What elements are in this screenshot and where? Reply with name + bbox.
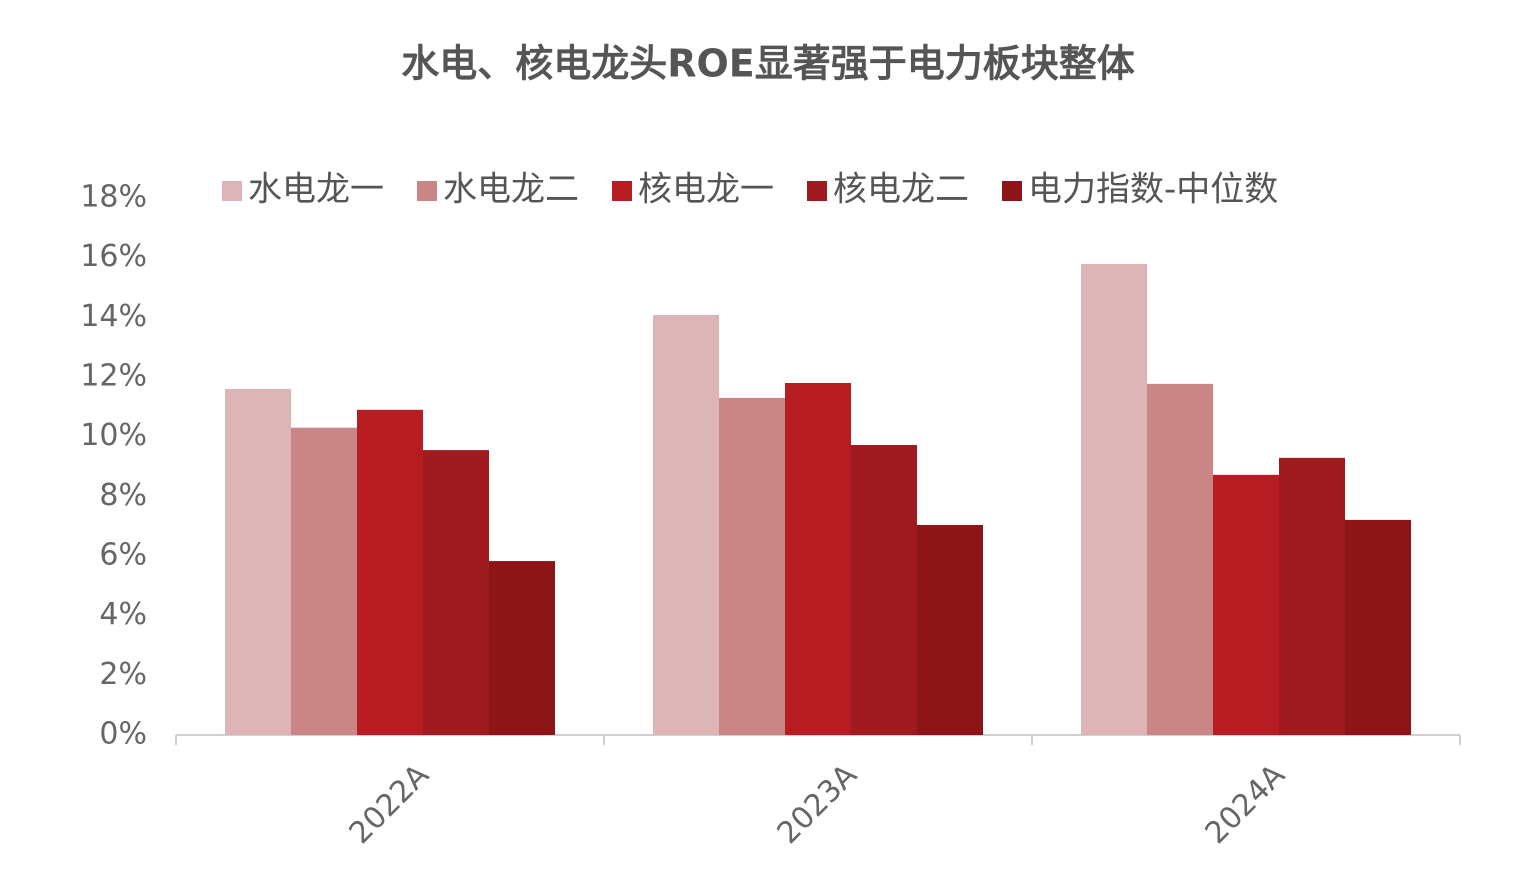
bar <box>1147 383 1213 735</box>
bar <box>489 561 555 735</box>
bar <box>917 524 983 735</box>
y-tick-label: 2% <box>99 657 147 692</box>
bar <box>1279 457 1345 735</box>
bar <box>1345 519 1411 735</box>
y-tick-label: 18% <box>80 180 147 215</box>
bar <box>357 409 423 735</box>
bar <box>1213 474 1279 735</box>
legend-swatch <box>807 181 827 201</box>
legend-swatch <box>222 181 242 201</box>
chart-title: 水电、核电龙头ROE显著强于电力板块整体 <box>401 42 1135 86</box>
y-tick-label: 16% <box>80 239 147 274</box>
legend-swatch <box>1002 181 1022 201</box>
y-tick-label: 8% <box>99 478 147 513</box>
legend-label: 核电龙二 <box>833 170 969 210</box>
legend-label: 电力指数-中位数 <box>1028 170 1278 210</box>
bar <box>851 445 917 735</box>
legend-swatch <box>417 181 437 201</box>
bar <box>225 388 291 735</box>
legend-label: 水电龙二 <box>443 170 579 210</box>
y-tick-label: 4% <box>99 597 147 632</box>
x-tick-label: 2022A <box>343 757 437 851</box>
bar <box>785 382 851 735</box>
bar <box>1081 263 1147 735</box>
y-tick-label: 12% <box>80 359 147 394</box>
bar <box>291 427 357 735</box>
y-tick-label: 10% <box>80 418 147 453</box>
bar <box>719 397 785 735</box>
bar <box>423 450 489 735</box>
y-tick-label: 6% <box>99 538 147 573</box>
y-tick-label: 14% <box>80 299 147 334</box>
y-tick-label: 0% <box>99 717 147 752</box>
legend-label: 水电龙一 <box>248 170 384 210</box>
legend-swatch <box>612 181 632 201</box>
x-tick-label: 2024A <box>1199 757 1293 851</box>
x-tick-label: 2023A <box>771 757 865 851</box>
bar <box>653 314 719 735</box>
legend-label: 核电龙一 <box>638 170 774 210</box>
